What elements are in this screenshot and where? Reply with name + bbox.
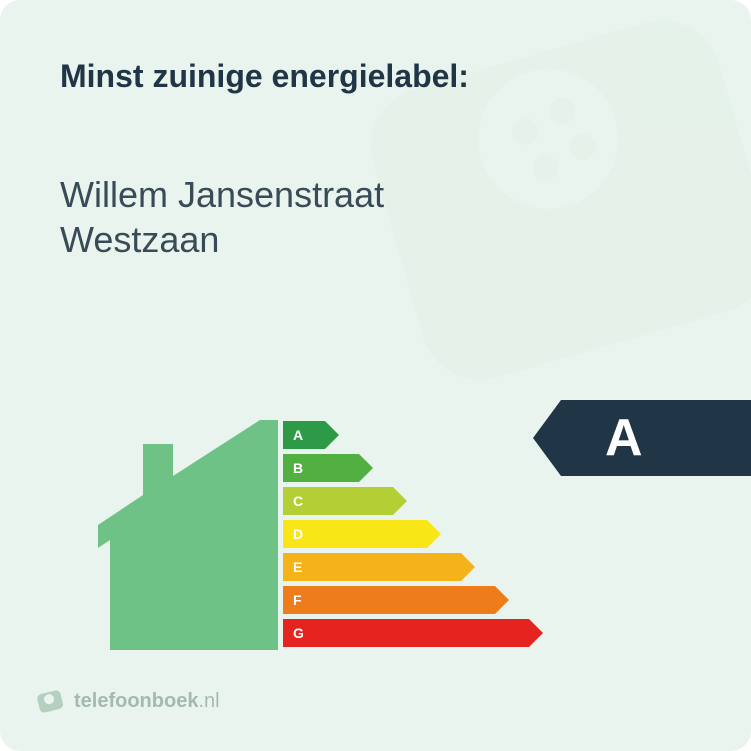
subtitle-line-2: Westzaan xyxy=(60,217,384,262)
footer-brand-suffix: .nl xyxy=(198,690,219,712)
footer-logo-icon xyxy=(36,687,64,715)
energy-bar-row-a: A xyxy=(283,418,529,451)
energy-bar-row-g: G xyxy=(283,616,529,649)
energy-bar-f: F xyxy=(283,586,495,614)
energy-label-card: Minst zuinige energielabel: Willem Janse… xyxy=(0,0,751,751)
energy-bar-g: G xyxy=(283,619,529,647)
footer: telefoonboek.nl xyxy=(36,687,220,715)
footer-brand: telefoonboek.nl xyxy=(74,690,220,713)
card-title: Minst zuinige energielabel: xyxy=(60,58,469,95)
energy-bar-b: B xyxy=(283,454,359,482)
energy-bar-e: E xyxy=(283,553,461,581)
selected-energy-label: A xyxy=(561,400,751,476)
energy-bars: ABCDEFG xyxy=(283,418,529,649)
footer-brand-bold: telefoonboek xyxy=(74,690,198,712)
energy-bar-row-e: E xyxy=(283,550,529,583)
energy-bar-row-b: B xyxy=(283,451,529,484)
energy-bar-d: D xyxy=(283,520,427,548)
energy-bar-c: C xyxy=(283,487,393,515)
card-subtitle: Willem Jansenstraat Westzaan xyxy=(60,172,384,262)
energy-bar-row-c: C xyxy=(283,484,529,517)
energy-bar-row-d: D xyxy=(283,517,529,550)
subtitle-line-1: Willem Jansenstraat xyxy=(60,172,384,217)
selected-energy-letter: A xyxy=(605,408,643,468)
energy-bar-row-f: F xyxy=(283,583,529,616)
energy-bar-a: A xyxy=(283,421,325,449)
house-icon xyxy=(98,420,278,650)
